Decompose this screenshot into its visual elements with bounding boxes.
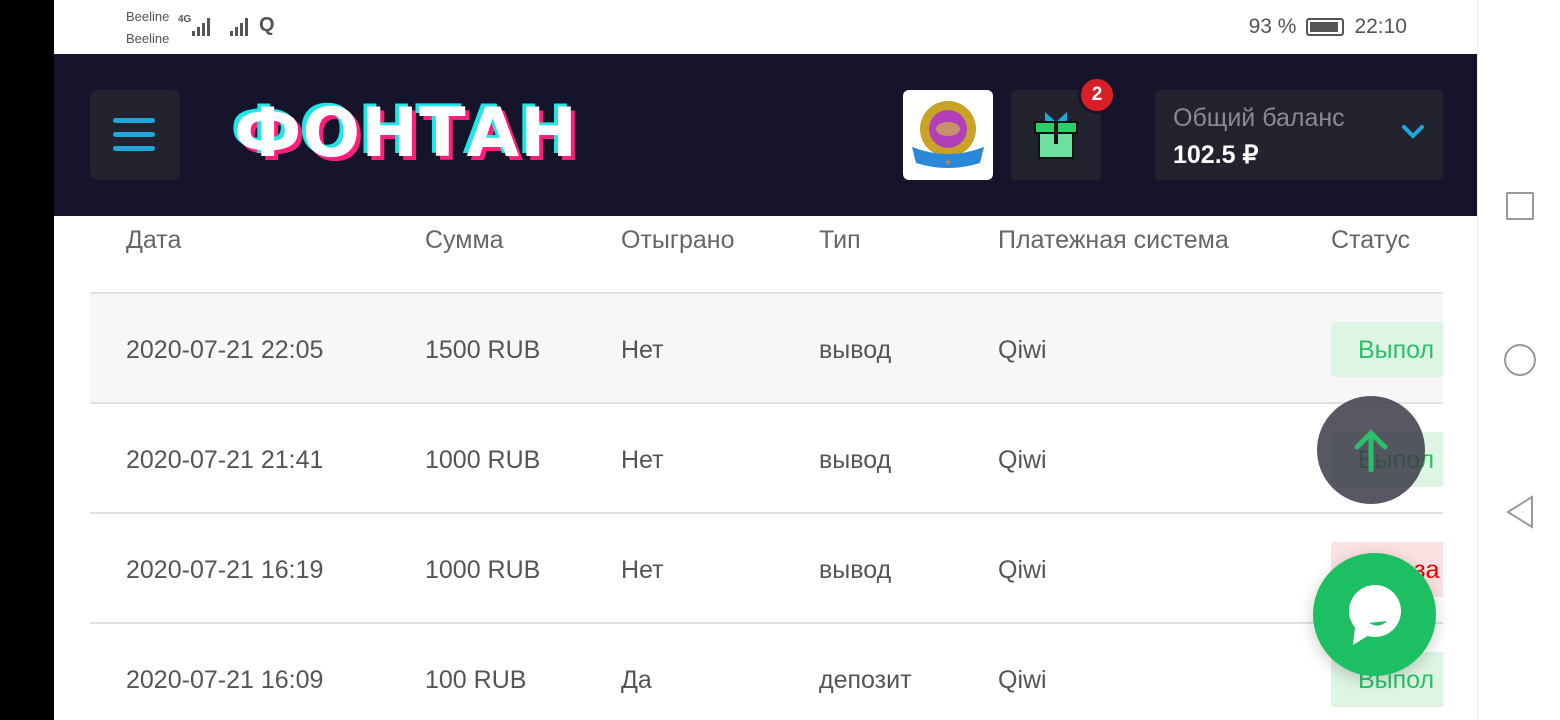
level-badge-icon: ★	[912, 101, 984, 168]
carrier-2: Beeline	[126, 31, 170, 46]
carrier-1: Beeline	[126, 9, 170, 24]
cell-date: 2020-07-21 16:09	[126, 666, 324, 694]
battery-percent: 93 %	[1248, 15, 1297, 38]
gift-icon	[1034, 112, 1078, 159]
chat-button[interactable]	[1313, 553, 1436, 676]
table-row: 2020-07-21 22:05 1500 RUB Нет вывод Qiwi Выпо…	[90, 294, 1443, 404]
menu-button[interactable]	[90, 90, 180, 180]
app-notification-icon: Q	[259, 14, 275, 36]
cell-date: 2020-07-21 22:05	[126, 336, 324, 364]
cell-payment-system: Qiwi	[998, 446, 1047, 474]
svg-text:★: ★	[944, 157, 952, 167]
cell-amount: 100 RUB	[425, 666, 527, 694]
battery-icon	[1306, 18, 1345, 36]
chat-icon	[1348, 584, 1401, 645]
cell-date: 2020-07-21 16:19	[126, 556, 324, 584]
cell-wagered: Нет	[621, 556, 664, 584]
cell-amount: 1000 RUB	[425, 556, 541, 584]
home-icon[interactable]	[1504, 344, 1536, 376]
gift-count-badge: 2	[1078, 76, 1116, 114]
status-bar: Beeline Beeline 4G Q 93 % 22:10	[54, 0, 1477, 54]
back-icon[interactable]	[1505, 495, 1535, 529]
network-type: 4G	[178, 14, 192, 25]
cell-type: вывод	[819, 446, 892, 474]
col-payment-system: Платежная система	[998, 226, 1229, 254]
signal-icon	[230, 16, 248, 36]
balance-value: 102.5 ₽	[1173, 141, 1259, 169]
cell-type: вывод	[819, 556, 892, 584]
col-type: Тип	[819, 226, 861, 254]
cell-payment-system: Qiwi	[998, 666, 1047, 694]
table-header: Дата Сумма Отыграно Тип Платежная систем…	[90, 216, 1443, 294]
avatar[interactable]: ★	[903, 90, 993, 180]
transactions-table: Дата Сумма Отыграно Тип Платежная систем…	[90, 216, 1443, 720]
table-row: 2020-07-21 16:09 100 RUB Да депозит Qiwi Выпо…	[90, 624, 1443, 720]
screen: Beeline Beeline 4G Q 93 % 22:10 ФОНТАН ★…	[54, 0, 1477, 720]
col-status: Статус	[1331, 226, 1411, 254]
balance-label: Общий баланс	[1173, 104, 1345, 132]
signal-icon	[192, 16, 210, 36]
col-date: Дата	[126, 226, 182, 254]
status-badge: Выпол	[1331, 322, 1443, 377]
chevron-down-icon	[1402, 125, 1424, 139]
cell-amount: 1500 RUB	[425, 336, 541, 364]
scroll-to-top-button[interactable]	[1317, 396, 1425, 504]
cell-wagered: Да	[621, 666, 652, 694]
android-nav-bar	[1477, 0, 1560, 720]
logo[interactable]: ФОНТАН	[234, 94, 579, 173]
cell-payment-system: Qiwi	[998, 556, 1047, 584]
cell-type: вывод	[819, 336, 892, 364]
site-header: ФОНТАН ★ 2 Общий баланс 102.5 ₽	[54, 54, 1477, 216]
cell-date: 2020-07-21 21:41	[126, 446, 324, 474]
cell-type: депозит	[819, 666, 912, 694]
cell-amount: 1000 RUB	[425, 446, 541, 474]
arrow-up-icon	[1354, 429, 1388, 472]
cell-wagered: Нет	[621, 336, 664, 364]
balance-dropdown[interactable]: Общий баланс 102.5 ₽	[1155, 90, 1443, 180]
col-amount: Сумма	[425, 226, 504, 254]
recent-apps-icon[interactable]	[1506, 192, 1534, 220]
col-wagered: Отыграно	[621, 226, 735, 254]
clock: 22:10	[1354, 15, 1407, 38]
cell-wagered: Нет	[621, 446, 664, 474]
cell-payment-system: Qiwi	[998, 336, 1047, 364]
